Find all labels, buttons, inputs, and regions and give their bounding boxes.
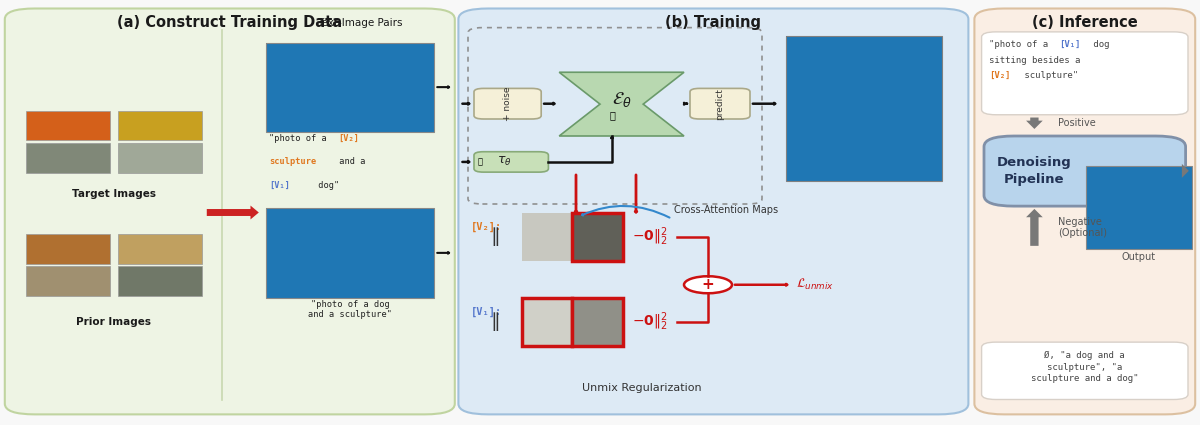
Text: Unmix Regularization: Unmix Regularization	[582, 383, 701, 393]
Polygon shape	[559, 72, 684, 136]
Text: + noise: + noise	[503, 86, 512, 121]
Text: $-\mathbf{0}\|_2^2$: $-\mathbf{0}\|_2^2$	[632, 311, 668, 333]
FancyBboxPatch shape	[474, 152, 548, 172]
Text: dog: dog	[1088, 40, 1110, 49]
Bar	[522, 298, 572, 346]
Bar	[118, 234, 202, 264]
Text: and a: and a	[334, 157, 365, 166]
Bar	[266, 208, 350, 298]
Bar	[350, 208, 434, 298]
Text: Prior Images: Prior Images	[77, 317, 151, 327]
Bar	[266, 208, 434, 298]
Bar	[864, 36, 942, 181]
Bar	[26, 234, 110, 264]
Text: 🔒: 🔒	[478, 157, 482, 167]
Text: (a) Construct Training Data: (a) Construct Training Data	[118, 15, 342, 30]
Text: +: +	[702, 277, 714, 292]
Bar	[522, 212, 572, 261]
Text: [V₂]: [V₂]	[989, 71, 1010, 80]
Text: predict: predict	[715, 88, 725, 120]
Bar	[26, 143, 110, 173]
Text: [V₁]: [V₁]	[1060, 40, 1081, 49]
Bar	[1086, 166, 1141, 249]
Text: Target Images: Target Images	[72, 189, 156, 199]
Text: Denoising
Pipeline: Denoising Pipeline	[997, 156, 1072, 186]
Text: [V₁]: [V₁]	[269, 181, 290, 190]
FancyBboxPatch shape	[984, 136, 1186, 206]
Text: [V₁]:: [V₁]:	[470, 307, 502, 317]
Bar	[118, 143, 202, 173]
Bar	[350, 42, 434, 132]
Text: sculpture: sculpture	[269, 157, 316, 166]
Text: [V₂]: [V₂]	[338, 134, 360, 143]
Text: dog": dog"	[313, 181, 340, 190]
Bar	[572, 298, 623, 346]
Text: Negative
(Optional): Negative (Optional)	[1058, 217, 1108, 238]
Text: Output: Output	[1122, 252, 1156, 262]
Bar	[1086, 166, 1192, 249]
Bar	[118, 110, 202, 140]
Text: sitting besides a: sitting besides a	[989, 56, 1080, 65]
Text: $\mathcal{E}_\theta$: $\mathcal{E}_\theta$	[612, 90, 631, 108]
Text: "photo of a dog
and a sculpture": "photo of a dog and a sculpture"	[308, 300, 392, 319]
Text: ∥: ∥	[491, 312, 500, 332]
Text: Cross-Attention Maps: Cross-Attention Maps	[674, 204, 779, 215]
Text: Text-Image Pairs: Text-Image Pairs	[317, 18, 403, 28]
Bar	[1141, 166, 1192, 249]
Bar	[118, 266, 202, 296]
Text: $-\mathbf{0}\|_2^2$: $-\mathbf{0}\|_2^2$	[632, 226, 668, 248]
Text: Positive: Positive	[1058, 118, 1096, 128]
Text: $\mathcal{L}_{unmix}$: $\mathcal{L}_{unmix}$	[796, 277, 834, 292]
Text: $\tau_\theta$: $\tau_\theta$	[497, 156, 511, 168]
Text: (b) Training: (b) Training	[666, 15, 762, 30]
FancyBboxPatch shape	[458, 8, 968, 414]
Bar	[786, 36, 942, 181]
Circle shape	[684, 276, 732, 293]
FancyBboxPatch shape	[982, 342, 1188, 399]
Bar	[26, 266, 110, 296]
Text: ∥: ∥	[491, 227, 500, 246]
Text: (c) Inference: (c) Inference	[1032, 15, 1138, 30]
FancyBboxPatch shape	[690, 88, 750, 119]
Text: Ø, "a dog and a
sculpture", "a
sculpture and a dog": Ø, "a dog and a sculpture", "a sculpture…	[1031, 351, 1139, 383]
Text: [V₂]:: [V₂]:	[470, 222, 502, 232]
Text: sculpture": sculpture"	[1019, 71, 1078, 80]
FancyBboxPatch shape	[982, 32, 1188, 115]
FancyBboxPatch shape	[474, 88, 541, 119]
Bar	[786, 36, 864, 181]
Text: 🔓: 🔓	[610, 110, 614, 120]
Bar	[572, 212, 623, 261]
Bar	[266, 42, 350, 132]
Bar	[266, 42, 434, 132]
Bar	[26, 110, 110, 140]
Text: "photo of a: "photo of a	[269, 134, 331, 143]
FancyBboxPatch shape	[974, 8, 1195, 414]
Text: "photo of a: "photo of a	[989, 40, 1054, 49]
FancyBboxPatch shape	[5, 8, 455, 414]
